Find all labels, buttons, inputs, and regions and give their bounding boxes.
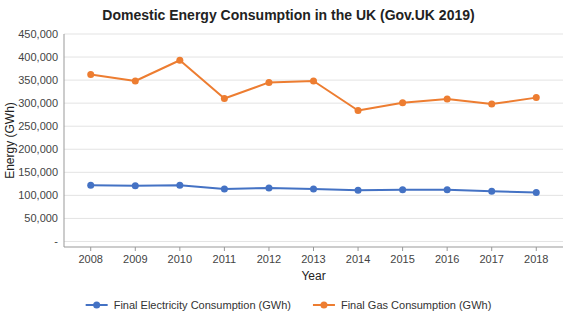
point	[488, 188, 495, 195]
x-tick-label: 2011	[213, 253, 237, 265]
y-axis-line	[64, 34, 65, 247]
x-tick-label: 2012	[257, 253, 281, 265]
plot-data	[87, 57, 540, 196]
grid-line	[64, 57, 563, 58]
point	[221, 185, 228, 192]
x-tick-label: 2013	[301, 253, 325, 265]
x-tick	[224, 247, 225, 251]
legend-label: Final Electricity Consumption (GWh)	[114, 299, 291, 311]
grid-line	[64, 172, 563, 173]
y-tick-label: -	[54, 235, 58, 247]
legend-item: Final Gas Consumption (GWh)	[313, 299, 491, 311]
chart: Domestic Energy Consumption in the UK (G…	[0, 0, 577, 321]
y-tick-label: 100,000	[18, 189, 58, 201]
x-tick-label: 2017	[479, 253, 503, 265]
grid-line	[64, 241, 563, 242]
x-tick	[135, 247, 136, 251]
y-tick-label: 350,000	[18, 74, 58, 86]
point	[399, 186, 406, 193]
x-tick-label: 2018	[524, 253, 548, 265]
point	[265, 79, 272, 86]
point	[265, 184, 272, 191]
x-tick	[402, 247, 403, 251]
y-tick-label: 50,000	[24, 212, 58, 224]
x-tick	[536, 247, 537, 251]
x-axis-label: Year	[301, 269, 325, 283]
point	[444, 96, 451, 103]
x-tick	[313, 247, 314, 251]
x-tick	[447, 247, 448, 251]
legend-item: Final Electricity Consumption (GWh)	[86, 299, 291, 311]
x-tick-label: 2009	[123, 253, 147, 265]
point	[132, 182, 139, 189]
x-tick-label: 2008	[78, 253, 102, 265]
series-line	[91, 185, 537, 192]
x-tick	[491, 247, 492, 251]
x-tick	[268, 247, 269, 251]
x-tick-label: 2010	[168, 253, 192, 265]
point	[533, 189, 540, 196]
x-tick	[358, 247, 359, 251]
x-tick	[90, 247, 91, 251]
legend-label: Final Gas Consumption (GWh)	[341, 299, 491, 311]
series-line	[91, 60, 537, 110]
point	[87, 182, 94, 189]
y-tick-label: 450,000	[18, 28, 58, 40]
legend: Final Electricity Consumption (GWh) Final…	[86, 299, 492, 311]
grid-line	[64, 34, 563, 35]
grid-line	[64, 195, 563, 196]
point	[488, 101, 495, 108]
grid-line	[64, 218, 563, 219]
y-tick-label: 250,000	[18, 120, 58, 132]
grid	[64, 34, 563, 241]
point	[221, 95, 228, 102]
point	[310, 185, 317, 192]
point	[355, 107, 362, 114]
x-tick	[179, 247, 180, 251]
x-tick-label: 2016	[435, 253, 459, 265]
point	[176, 182, 183, 189]
series	[87, 57, 540, 114]
x-tick-label: 2015	[390, 253, 414, 265]
y-tick-label: 200,000	[18, 143, 58, 155]
point	[355, 187, 362, 194]
legend-marker	[320, 302, 327, 309]
point	[132, 78, 139, 85]
point	[399, 99, 406, 106]
point	[176, 57, 183, 64]
point	[533, 94, 540, 101]
point	[310, 78, 317, 85]
x-tick-label: 2014	[346, 253, 370, 265]
point	[444, 186, 451, 193]
legend-marker	[93, 302, 100, 309]
grid-line	[64, 126, 563, 127]
point	[87, 71, 94, 78]
y-tick-label: 400,000	[18, 51, 58, 63]
y-tick-label: 300,000	[18, 97, 58, 109]
series	[87, 182, 540, 196]
title: Domestic Energy Consumption in the UK (G…	[102, 7, 474, 23]
grid-line	[64, 149, 563, 150]
y-tick-label: 150,000	[18, 166, 58, 178]
y-axis-label: Energy (GWh)	[3, 102, 17, 179]
